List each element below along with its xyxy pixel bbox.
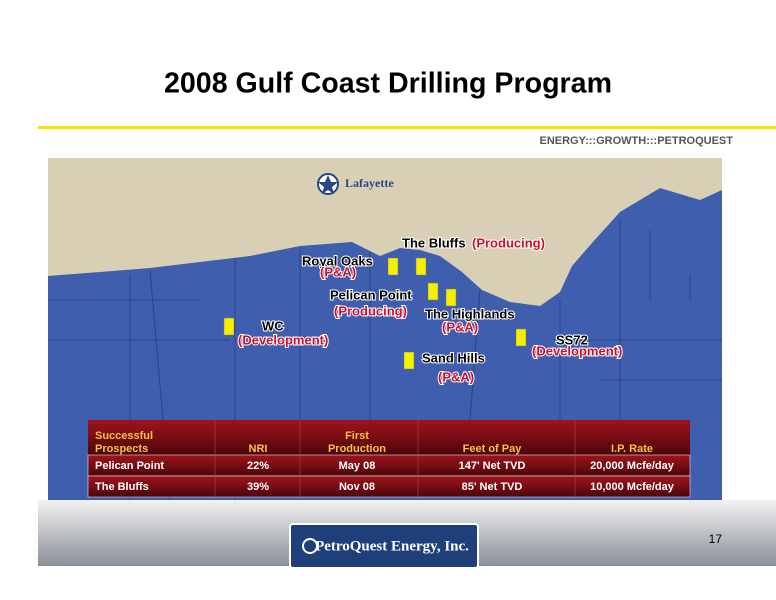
prospect-name: Pelican Point [330, 287, 412, 302]
header-cell: Feet of Pay [463, 443, 523, 455]
prospect-name: The Bluffs [402, 235, 466, 250]
header-cell: First [345, 430, 369, 442]
table-cell: The Bluffs [95, 481, 149, 493]
table-cell: Nov 08 [339, 481, 375, 493]
header-cell: NRI [249, 443, 268, 455]
header-cell: Production [328, 443, 386, 455]
table-cell: 22% [247, 460, 269, 472]
logo-mark [302, 538, 318, 554]
prospect-status: (Development) [532, 343, 622, 358]
prospect-name: WC [262, 318, 284, 333]
table-header [88, 420, 690, 455]
tagline: ENERGY:::GROWTH:::PETROQUEST [539, 135, 733, 147]
prospect-name: Sand Hills [422, 350, 485, 365]
prospect-name: Royal Oaks [302, 253, 373, 268]
city-marker [317, 173, 339, 195]
table-cell: Pelican Point [95, 460, 164, 472]
table-row [87, 475, 691, 498]
prospect-name: The Highlands [425, 306, 515, 321]
table-cell: 20,000 Mcfe/day [590, 460, 675, 472]
well-markers [223, 257, 527, 370]
table-cell: 147' Net TVD [459, 460, 526, 472]
prospect-status: (Producing) [334, 303, 407, 318]
header-cell: Successful [95, 430, 153, 442]
prospect-status: (Development) [238, 332, 328, 347]
title: 2008 Gulf Coast Drilling Program [164, 68, 612, 100]
lease-lines [48, 210, 722, 501]
table-cell: 39% [247, 481, 269, 493]
land [48, 158, 722, 306]
prospect-name: SS72 [556, 332, 588, 347]
table-cell: 10,000 Mcfe/day [590, 481, 675, 493]
prospect-status: (P&A) [442, 319, 478, 334]
rule [38, 126, 776, 129]
logo-text: PetroQuest Energy, Inc. [315, 538, 469, 554]
prospect-status: (P&A) [438, 369, 474, 384]
table-cell: 85' Net TVD [462, 481, 523, 493]
header-cell: I.P. Rate [611, 443, 653, 455]
header-cell: Prospects [95, 443, 148, 455]
prospect-status: (P&A) [320, 264, 356, 279]
page-number: 17 [709, 532, 723, 546]
logo-box [289, 523, 479, 569]
table-cell: May 08 [339, 460, 376, 472]
prospect-status: (Producing) [472, 235, 545, 250]
city-label: Lafayette [345, 176, 394, 190]
bay [640, 200, 722, 275]
